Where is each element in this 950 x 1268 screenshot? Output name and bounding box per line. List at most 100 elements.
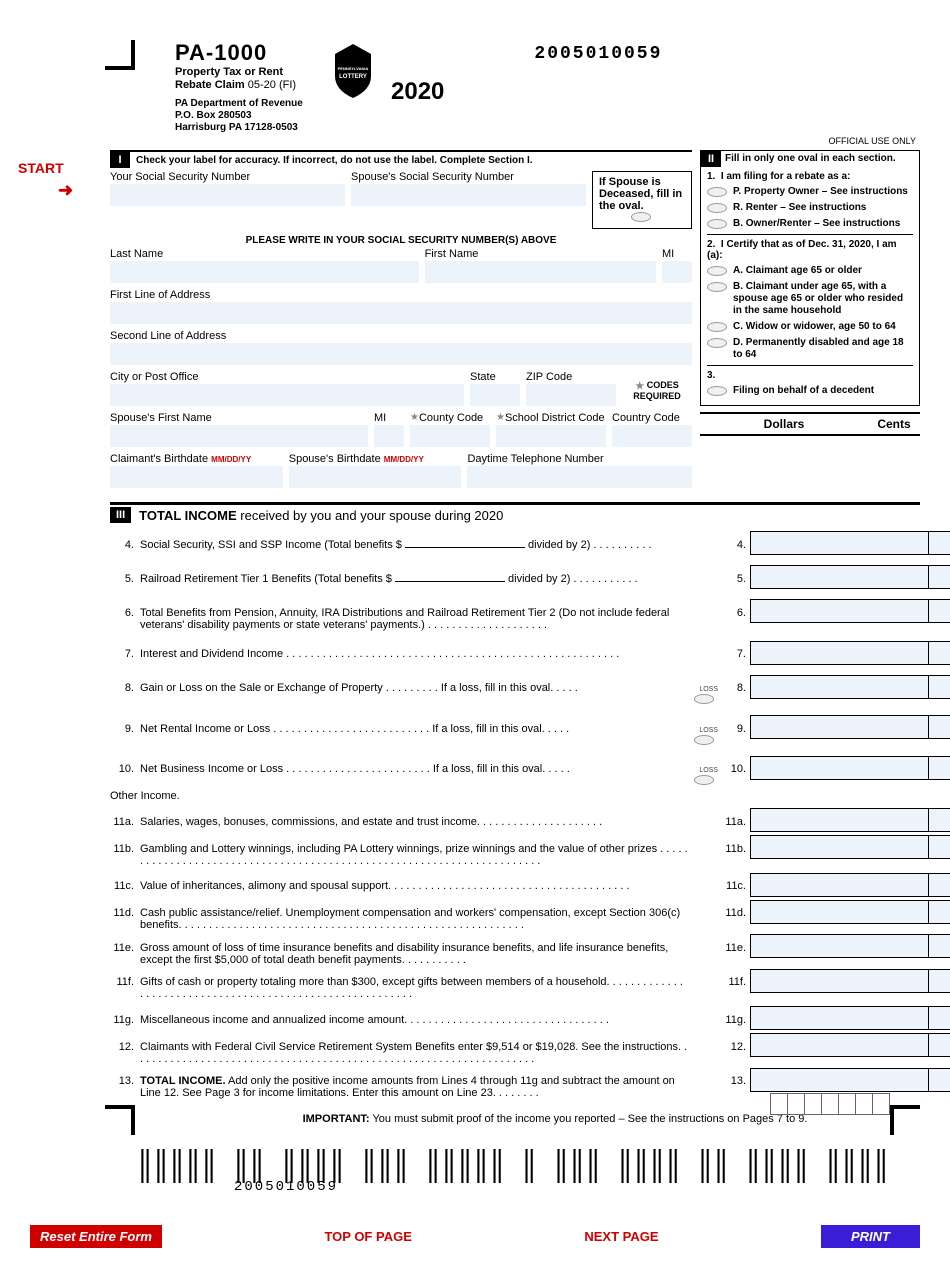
addr1-input[interactable] [110, 302, 692, 324]
line-num-4: 4. [110, 539, 140, 551]
zip-input[interactable] [526, 384, 616, 406]
addr2-input[interactable] [110, 343, 692, 365]
dollars-input-10[interactable] [750, 756, 928, 780]
corner-bottom-right [890, 1105, 920, 1135]
spouse-mi-label: MI [374, 412, 404, 424]
dollars-input-11b[interactable] [750, 835, 928, 859]
cents-input-10[interactable] [928, 756, 950, 780]
dollars-input-6[interactable] [750, 599, 928, 623]
state-input[interactable] [470, 384, 520, 406]
oval-p[interactable] [707, 187, 727, 197]
spouse-bd-input[interactable] [289, 466, 462, 488]
section-3-bar: III TOTAL INCOME received by you and you… [110, 502, 920, 523]
dollars-input-12[interactable] [750, 1033, 928, 1057]
reset-button[interactable]: Reset Entire Form [30, 1225, 162, 1248]
cents-input-11g[interactable] [928, 1006, 950, 1030]
dollars-input-11d[interactable] [750, 900, 928, 924]
city-input[interactable] [110, 384, 464, 406]
cents-input-9[interactable] [928, 715, 950, 739]
cents-input-7[interactable] [928, 641, 950, 665]
cents-input-11d[interactable] [928, 900, 950, 924]
dollars-input-9[interactable] [750, 715, 928, 739]
line-text-11e: Gross amount of loss of time insurance b… [140, 942, 688, 966]
cents-input-5[interactable] [928, 565, 950, 589]
dollars-input-11c[interactable] [750, 873, 928, 897]
dept-address: PA Department of Revenue P.O. Box 280503… [175, 98, 315, 134]
line-text-5: Railroad Retirement Tier 1 Benefits (Tot… [140, 573, 688, 585]
phone-input[interactable] [467, 466, 692, 488]
spouse-ssn-input[interactable] [351, 184, 586, 206]
oval-r[interactable] [707, 203, 727, 213]
corner-bottom-left [105, 1105, 135, 1135]
dollars-input-11a[interactable] [750, 808, 928, 832]
next-page-button[interactable]: NEXT PAGE [574, 1225, 668, 1248]
line-num-9: 9. [110, 723, 140, 735]
cents-input-11c[interactable] [928, 873, 950, 897]
dollars-input-8[interactable] [750, 675, 928, 699]
claimant-bd-input[interactable] [110, 466, 283, 488]
cents-input-11a[interactable] [928, 808, 950, 832]
spouse-first-input[interactable] [110, 425, 368, 447]
line-num-10: 10. [110, 763, 140, 775]
line-text-11c: Value of inheritances, alimony and spous… [140, 880, 688, 892]
your-ssn-input[interactable] [110, 184, 345, 206]
first-name-input[interactable] [425, 261, 656, 283]
dollars-input-11g[interactable] [750, 1006, 928, 1030]
oval-decedent[interactable] [707, 386, 727, 396]
line-right-4: 4. [720, 539, 750, 551]
line-right-7: 7. [720, 648, 750, 660]
school-code-input[interactable] [496, 425, 606, 447]
dollars-input-11f[interactable] [750, 969, 928, 993]
spouse-deceased-oval[interactable] [631, 212, 651, 222]
line-right-9: 9. [720, 723, 750, 735]
print-button[interactable]: PRINT [821, 1225, 920, 1248]
oval-a[interactable] [707, 266, 727, 276]
country-code-input[interactable] [612, 425, 692, 447]
line-right-5: 5. [720, 573, 750, 585]
dollars-input-13[interactable] [750, 1068, 928, 1092]
q3-label: 3. [707, 370, 913, 381]
oval-c[interactable] [707, 322, 727, 332]
loss-oval-9[interactable] [694, 735, 714, 745]
dollars-input-11e[interactable] [750, 934, 928, 958]
spouse-ssn-label: Spouse's Social Security Number [351, 171, 586, 183]
line-num-6: 6. [110, 607, 140, 619]
phone-label: Daytime Telephone Number [467, 453, 692, 465]
cents-input-11e[interactable] [928, 934, 950, 958]
lottery-logo-icon: PENNSYLVANIA LOTTERY [329, 42, 377, 100]
oval-d[interactable] [707, 338, 727, 348]
cents-input-12[interactable] [928, 1033, 950, 1057]
official-use-label: OFFICIAL USE ONLY [30, 136, 916, 146]
cents-input-11f[interactable] [928, 969, 950, 993]
spouse-first-label: Spouse's First Name [110, 412, 368, 424]
state-label: State [470, 371, 520, 383]
section-2-instruction: Fill in only one oval in each section. [725, 151, 900, 164]
dollars-input-5[interactable] [750, 565, 928, 589]
loss-oval-8[interactable] [694, 694, 714, 704]
top-of-page-button[interactable]: TOP OF PAGE [314, 1225, 421, 1248]
dollars-input-7[interactable] [750, 641, 928, 665]
line-text-13: TOTAL INCOME. Add only the positive inco… [140, 1075, 688, 1099]
section-1-header: I [110, 152, 130, 168]
last-name-input[interactable] [110, 261, 419, 283]
cents-input-6[interactable] [928, 599, 950, 623]
loss-label: LOSS [688, 767, 720, 774]
line-right-6: 6. [720, 607, 750, 619]
loss-oval-10[interactable] [694, 775, 714, 785]
dollars-input-4[interactable] [750, 531, 928, 555]
cents-input-11b[interactable] [928, 835, 950, 859]
option-c: C. Widow or widower, age 50 to 64 [733, 321, 913, 333]
option-p: P. Property Owner – See instructions [733, 186, 913, 198]
addr1-label: First Line of Address [110, 289, 692, 301]
mi-input[interactable] [662, 261, 692, 283]
your-ssn-label: Your Social Security Number [110, 171, 345, 183]
cents-input-8[interactable] [928, 675, 950, 699]
county-code-input[interactable] [410, 425, 490, 447]
section-2-box: II Fill in only one oval in each section… [700, 150, 920, 406]
oval-b[interactable] [707, 219, 727, 229]
cents-input-13[interactable] [928, 1068, 950, 1092]
cents-input-4[interactable] [928, 531, 950, 555]
oval-b2[interactable] [707, 282, 727, 292]
line-text-11f: Gifts of cash or property totaling more … [140, 976, 688, 1000]
spouse-mi-input[interactable] [374, 425, 404, 447]
